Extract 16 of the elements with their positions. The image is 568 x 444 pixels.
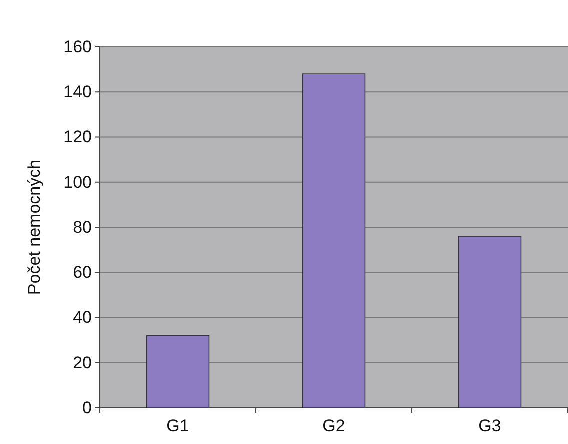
bar: [302, 74, 366, 408]
x-tick-label: G1: [166, 416, 190, 436]
y-tick-label: 0: [82, 398, 92, 418]
y-axis-title: Počet nemocných: [25, 160, 44, 296]
y-tick-label: 40: [73, 308, 92, 328]
y-tick-label: 80: [73, 218, 92, 237]
y-tick-label: 120: [64, 128, 92, 147]
x-tick-label: G2: [322, 416, 346, 436]
x-tick-label: G3: [478, 416, 502, 436]
y-tick-label: 100: [64, 172, 92, 192]
y-tick-label: 160: [64, 37, 92, 56]
y-tick-label: 20: [73, 353, 92, 372]
y-tick-label: 60: [73, 263, 92, 282]
y-tick-label: 140: [64, 82, 92, 102]
bar: [458, 236, 522, 408]
bar: [146, 335, 210, 408]
